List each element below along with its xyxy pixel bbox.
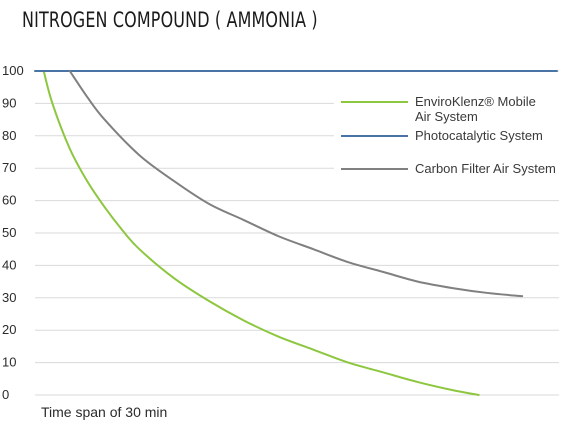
y-tick-label: 90 <box>2 95 16 110</box>
legend-bg <box>334 158 570 180</box>
legend-label: Carbon Filter Air System <box>415 161 556 176</box>
legend-bg <box>334 125 570 147</box>
y-tick-label: 30 <box>2 290 16 305</box>
grid-lines <box>35 70 559 396</box>
x-axis-label: Time span of 30 min <box>41 404 167 420</box>
y-tick-label: 20 <box>2 322 16 337</box>
chart-title: NITROGEN COMPOUND ( AMMONIA ) <box>22 8 318 32</box>
y-tick-label: 100 <box>2 63 24 78</box>
y-tick-label: 50 <box>2 225 16 240</box>
y-tick-label: 70 <box>2 160 16 175</box>
y-tick-label: 40 <box>2 257 16 272</box>
y-tick-label: 80 <box>2 128 16 143</box>
series-line-1 <box>42 70 480 396</box>
series-line-3 <box>68 70 524 298</box>
y-tick-label: 60 <box>2 193 16 208</box>
legend-label: Air System <box>415 109 478 124</box>
legend-label: EnviroKlenz® Mobile <box>415 94 536 109</box>
y-tick-label: 0 <box>2 387 9 402</box>
legend-label: Photocatalytic System <box>415 128 543 143</box>
legend-bg <box>334 91 570 125</box>
series-lines <box>34 70 558 396</box>
y-tick-label: 10 <box>2 355 16 370</box>
